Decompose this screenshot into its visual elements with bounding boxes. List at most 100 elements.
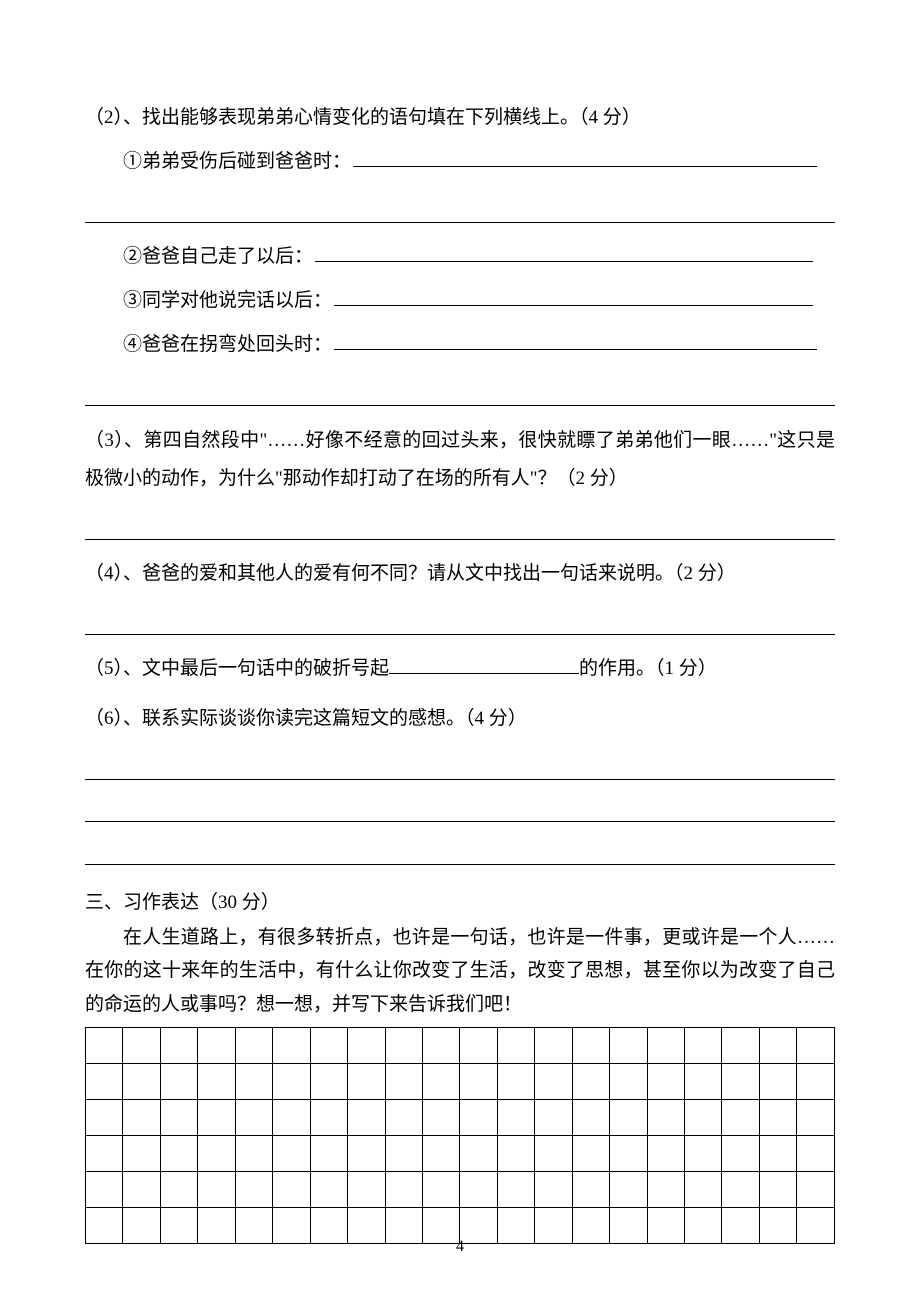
grid-cell — [273, 1171, 310, 1207]
grid-cell — [422, 1027, 459, 1063]
blank-full-line — [85, 608, 835, 635]
blank-full-line — [85, 796, 835, 823]
grid-cell — [86, 1027, 123, 1063]
grid-cell — [123, 1171, 160, 1207]
q2-item-1-label: ①弟弟受伤后碰到爸爸时： — [123, 144, 351, 180]
grid-cell — [310, 1099, 347, 1135]
grid-cell — [310, 1135, 347, 1171]
grid-cell — [535, 1027, 572, 1063]
grid-cell — [422, 1063, 459, 1099]
q5-after: 的作用。（1 分） — [579, 658, 717, 679]
question-3: （3）、第四自然段中"……好像不经意的回过头来，很快就瞟了弟弟他们一眼……"这只… — [85, 422, 835, 498]
grid-cell — [797, 1135, 835, 1171]
question-6: （6）、联系实际谈谈你读完这篇短文的感想。（4 分） — [85, 701, 835, 737]
grid-cell — [310, 1063, 347, 1099]
q2-item-1: ①弟弟受伤后碰到爸爸时： — [85, 144, 835, 180]
grid-cell — [497, 1135, 534, 1171]
grid-cell — [497, 1171, 534, 1207]
grid-cell — [86, 1171, 123, 1207]
grid-cell — [86, 1063, 123, 1099]
question-4: （4）、爸爸的爱和其他人的爱有何不同？请从文中找出一句话来说明。（2 分） — [85, 556, 835, 592]
grid-cell — [235, 1099, 272, 1135]
blank-line — [334, 283, 813, 306]
grid-cell — [348, 1171, 385, 1207]
grid-cell — [685, 1063, 722, 1099]
grid-cell — [273, 1099, 310, 1135]
grid-cell — [198, 1027, 235, 1063]
grid-cell — [160, 1135, 197, 1171]
grid-cell — [348, 1063, 385, 1099]
grid-cell — [610, 1063, 647, 1099]
grid-cell — [460, 1063, 497, 1099]
grid-cell — [348, 1135, 385, 1171]
grid-cell — [759, 1063, 796, 1099]
blank-full-line — [85, 753, 835, 780]
grid-cell — [348, 1099, 385, 1135]
grid-cell — [759, 1135, 796, 1171]
grid-cell — [198, 1099, 235, 1135]
grid-cell — [385, 1063, 422, 1099]
grid-cell — [310, 1171, 347, 1207]
grid-cell — [647, 1099, 684, 1135]
grid-row — [86, 1171, 835, 1207]
grid-cell — [235, 1063, 272, 1099]
grid-cell — [273, 1135, 310, 1171]
grid-cell — [647, 1171, 684, 1207]
grid-cell — [572, 1027, 609, 1063]
grid-cell — [610, 1135, 647, 1171]
blank-full-line — [85, 514, 835, 541]
grid-row — [86, 1135, 835, 1171]
grid-cell — [460, 1171, 497, 1207]
grid-cell — [460, 1135, 497, 1171]
grid-cell — [160, 1027, 197, 1063]
section-three: 三、习作表达（30 分） 在人生道路上，有很多转折点，也许是一句话，也许是一件事… — [85, 885, 835, 1244]
grid-cell — [497, 1027, 534, 1063]
blank-line — [353, 144, 817, 167]
grid-row — [86, 1027, 835, 1063]
grid-cell — [198, 1171, 235, 1207]
grid-cell — [722, 1063, 759, 1099]
q2-item-3-label: ③同学对他说完话以后： — [123, 283, 332, 319]
grid-cell — [759, 1171, 796, 1207]
grid-cell — [797, 1063, 835, 1099]
blank-line — [334, 327, 817, 350]
section-three-title: 三、习作表达（30 分） — [85, 885, 835, 921]
grid-row — [86, 1063, 835, 1099]
question-2-header: （2）、找出能够表现弟弟心情变化的语句填在下列横线上。（4 分） — [85, 100, 835, 136]
blank-inline — [389, 655, 579, 674]
grid-cell — [797, 1099, 835, 1135]
q2-item-2-label: ②爸爸自己走了以后： — [123, 239, 313, 275]
grid-cell — [722, 1171, 759, 1207]
grid-cell — [647, 1027, 684, 1063]
grid-cell — [422, 1099, 459, 1135]
q2-item-4-label: ④爸爸在拐弯处回头时： — [123, 327, 332, 363]
q2-item-3: ③同学对他说完话以后： — [85, 283, 835, 319]
blank-full-line — [85, 196, 835, 223]
grid-cell — [497, 1063, 534, 1099]
grid-cell — [535, 1135, 572, 1171]
grid-cell — [647, 1135, 684, 1171]
grid-cell — [535, 1099, 572, 1135]
q2-item-4: ④爸爸在拐弯处回头时： — [85, 327, 835, 363]
grid-cell — [198, 1135, 235, 1171]
grid-cell — [460, 1099, 497, 1135]
blank-line — [315, 239, 813, 262]
grid-cell — [235, 1135, 272, 1171]
grid-cell — [86, 1135, 123, 1171]
grid-cell — [722, 1027, 759, 1063]
grid-cell — [497, 1099, 534, 1135]
grid-cell — [235, 1027, 272, 1063]
blank-full-line — [85, 379, 835, 406]
grid-cell — [797, 1027, 835, 1063]
grid-cell — [310, 1027, 347, 1063]
grid-cell — [759, 1027, 796, 1063]
grid-cell — [759, 1099, 796, 1135]
grid-cell — [460, 1027, 497, 1063]
grid-cell — [647, 1063, 684, 1099]
grid-cell — [610, 1099, 647, 1135]
grid-cell — [123, 1099, 160, 1135]
essay-prompt: 在人生道路上，有很多转折点，也许是一句话，也许是一件事，更或许是一个人……在你的… — [85, 921, 835, 1021]
grid-cell — [685, 1171, 722, 1207]
grid-cell — [86, 1099, 123, 1135]
grid-cell — [123, 1027, 160, 1063]
